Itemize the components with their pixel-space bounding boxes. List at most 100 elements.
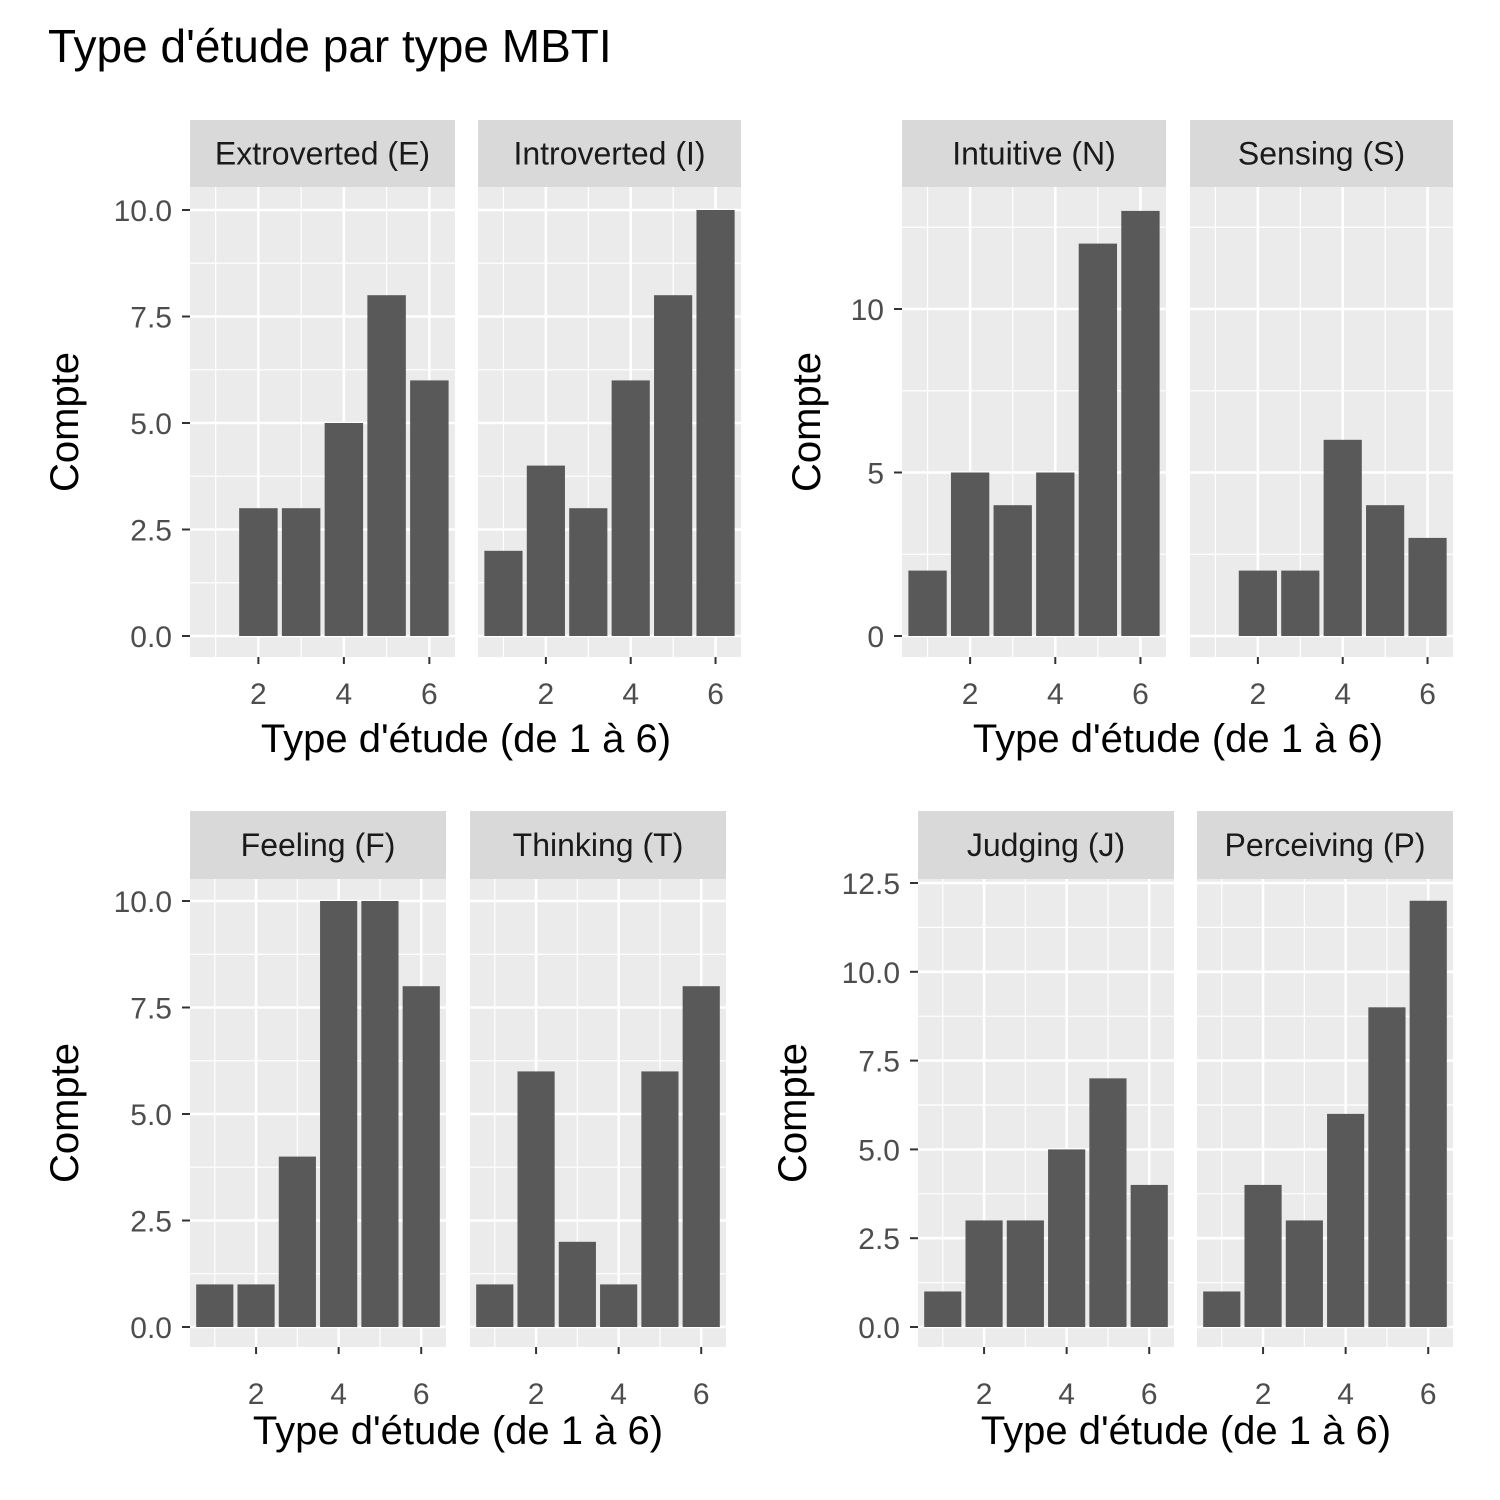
bar: [965, 1220, 1003, 1327]
bar: [1409, 900, 1447, 1327]
y-tick-label: 7.5: [858, 1046, 900, 1079]
facet-strip: [478, 120, 741, 187]
bar: [410, 380, 449, 636]
facet-label: Thinking (T): [513, 827, 684, 863]
facet-introverted-i: Introverted (I) 2 4 6: [478, 120, 741, 711]
y-tick-label: 12.5: [842, 868, 900, 901]
x-tick-label: 2: [248, 1378, 265, 1411]
facet-extroverted-e: Extroverted (E) 2 4 6: [190, 120, 455, 711]
y-tick-label: 5.0: [130, 408, 172, 441]
facet-thinking-t: Thinking (T) 2 4 6: [470, 811, 726, 1411]
x-tick-label: 4: [336, 678, 353, 711]
y-tick-label: 2.5: [130, 515, 172, 548]
x-tick-label: 6: [693, 1378, 710, 1411]
x-tick-label: 6: [1419, 678, 1436, 711]
facet-strip: [470, 811, 726, 879]
x-axis-title: Type d'étude (de 1 à 6): [973, 717, 1383, 761]
y-tick-label: 5: [867, 458, 884, 491]
y-tick-label: 0: [867, 621, 884, 654]
x-tick-label: 2: [538, 678, 555, 711]
facet-strip: [918, 811, 1174, 879]
facet-strip: [190, 120, 455, 187]
bar: [1089, 1078, 1127, 1327]
bar: [320, 901, 358, 1327]
facet-label: Introverted (I): [513, 136, 705, 172]
bar: [950, 472, 990, 636]
y-axis-title: Compte: [43, 352, 87, 492]
subplot-2: Intuitive (N) 2 4 6 Sensing (S) 2 4 6 0 5 10 Type d…: [785, 120, 1453, 761]
y-tick-label: 10.0: [842, 957, 900, 990]
facet-label: Perceiving (P): [1225, 827, 1426, 863]
x-tick-label: 4: [1334, 678, 1351, 711]
x-tick-label: 4: [610, 1378, 627, 1411]
bar: [1327, 1113, 1365, 1327]
chart-title: Type d'étude par type MBTI: [48, 20, 612, 72]
bar: [1238, 570, 1277, 636]
bar: [239, 508, 278, 636]
bar: [237, 1284, 275, 1327]
bar: [526, 465, 565, 636]
bar: [924, 1291, 962, 1327]
bar: [278, 1156, 316, 1327]
y-tick-label: 2.5: [130, 1206, 172, 1239]
bar: [1368, 1007, 1406, 1327]
y-axis-title: Compte: [43, 1043, 87, 1183]
x-tick-label: 2: [528, 1378, 545, 1411]
facet-sensing-s: Sensing (S) 2 4 6: [1190, 120, 1453, 711]
y-axis-title: Compte: [785, 352, 829, 492]
y-tick-label: 5.0: [858, 1134, 900, 1167]
x-tick-label: 2: [1255, 1378, 1272, 1411]
y-tick-label: 0.0: [858, 1312, 900, 1345]
subplot-4: Judging (J) 2 4 6 Perceiving (P) 2 4 6 0.0 2.5 5.0…: [771, 811, 1453, 1453]
x-tick-label: 6: [1132, 678, 1149, 711]
y-tick-label: 0.0: [130, 621, 172, 654]
y-tick-label: 10.0: [114, 886, 172, 919]
x-tick-label: 2: [1250, 678, 1267, 711]
bar: [569, 508, 608, 636]
bar: [696, 210, 735, 636]
x-tick-label: 2: [962, 678, 979, 711]
bar: [908, 570, 947, 636]
y-tick-label: 10: [851, 294, 884, 327]
x-axis-title: Type d'étude (de 1 à 6): [261, 717, 671, 761]
x-tick-label: 4: [1337, 1378, 1354, 1411]
bar: [558, 1241, 596, 1327]
y-tick-label: 7.5: [130, 302, 172, 335]
x-tick-label: 6: [421, 678, 438, 711]
bar: [1323, 439, 1362, 636]
bar: [484, 550, 523, 636]
facet-strip: [1190, 120, 1453, 187]
bar: [600, 1284, 638, 1327]
y-tick-label: 5.0: [130, 1099, 172, 1132]
facet-judging-j: Judging (J) 2 4 6: [918, 811, 1174, 1411]
subplot-1: Extroverted (E) 2 4 6 Introverted (I) 2 4 6 0.0 2…: [43, 120, 741, 761]
bar: [1408, 537, 1447, 636]
facet-intuitive-n: Intuitive (N) 2 4 6: [902, 120, 1166, 711]
bar: [1078, 243, 1118, 636]
bar: [367, 295, 406, 636]
y-tick-label: 0.0: [130, 1312, 172, 1345]
bar: [1281, 570, 1320, 636]
x-tick-label: 2: [976, 1378, 993, 1411]
bar: [1203, 1291, 1241, 1327]
facet-label: Judging (J): [967, 827, 1125, 863]
x-axis-title: Type d'étude (de 1 à 6): [981, 1409, 1391, 1453]
bar: [324, 423, 364, 636]
bar: [654, 295, 693, 636]
bar: [993, 505, 1032, 636]
bar: [476, 1284, 514, 1327]
y-tick-label: 10.0: [114, 195, 172, 228]
bar: [1121, 210, 1160, 636]
subplot-3: Feeling (F) 2 4 6 Thinking (T) 2 4 6 0.0 2.5 5.0 7.…: [43, 811, 726, 1453]
bar: [1036, 472, 1075, 636]
x-tick-label: 4: [1047, 678, 1064, 711]
facet-perceiving-p: Perceiving (P) 2 4 6: [1197, 811, 1453, 1411]
facet-strip: [190, 811, 446, 879]
x-tick-label: 4: [330, 1378, 347, 1411]
bar: [402, 986, 440, 1327]
bar: [1048, 1149, 1086, 1327]
plot-grid: Extroverted (E) 2 4 6 Introverted (I) 2 4 6 0.0 2…: [43, 120, 1453, 1453]
x-tick-label: 4: [622, 678, 639, 711]
y-axis-title: Compte: [771, 1043, 815, 1183]
